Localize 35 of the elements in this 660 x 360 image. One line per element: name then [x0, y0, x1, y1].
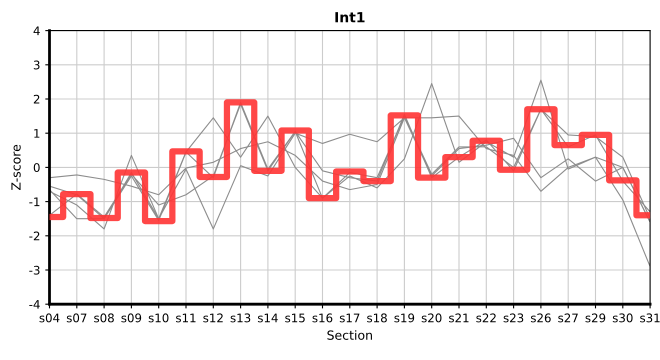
- x-tick-label: s07: [66, 313, 86, 322]
- x-tick-label: s20: [422, 313, 442, 322]
- x-tick-label: s09: [121, 313, 142, 322]
- chart-title: Int1: [335, 12, 365, 22]
- x-tick-label: s31: [640, 313, 660, 322]
- x-tick-label: s23: [504, 313, 524, 322]
- x-tick-label: s08: [94, 313, 114, 322]
- y-tick-label: -4: [29, 300, 40, 309]
- y-tick-label: 1: [34, 129, 40, 138]
- y-tick-label: 4: [34, 26, 40, 36]
- x-tick-label: s30: [612, 313, 633, 322]
- x-tick-label: s18: [367, 313, 387, 322]
- x-tick-label: s04: [40, 313, 60, 322]
- x-tick-label: s26: [530, 313, 551, 322]
- x-tick-label: s27: [558, 313, 578, 322]
- x-tick-label: s21: [449, 313, 468, 322]
- y-tick-label: 3: [34, 60, 40, 70]
- x-tick-label: s22: [476, 313, 496, 322]
- x-tick-label: s29: [586, 313, 606, 322]
- x-tick-label: s11: [176, 314, 196, 322]
- x-tick-label: s19: [394, 313, 414, 322]
- x-tick-label: s16: [312, 313, 332, 322]
- y-tick-label: -2: [29, 232, 40, 240]
- x-tick-label: s14: [258, 314, 278, 322]
- y-axis-title: Z-score: [11, 144, 21, 190]
- y-tick-label: 2: [34, 94, 40, 104]
- x-tick-label: s17: [340, 314, 360, 322]
- y-tick-label: 0: [34, 163, 40, 172]
- x-tick-label: s15: [285, 314, 305, 322]
- y-tick-label: -3: [29, 266, 40, 275]
- x-tick-label: s13: [230, 313, 250, 322]
- y-tick-label: -1: [29, 197, 40, 206]
- x-tick-label: s10: [148, 313, 169, 322]
- x-tick-label: s12: [203, 313, 223, 322]
- x-axis-title: Section: [327, 330, 372, 340]
